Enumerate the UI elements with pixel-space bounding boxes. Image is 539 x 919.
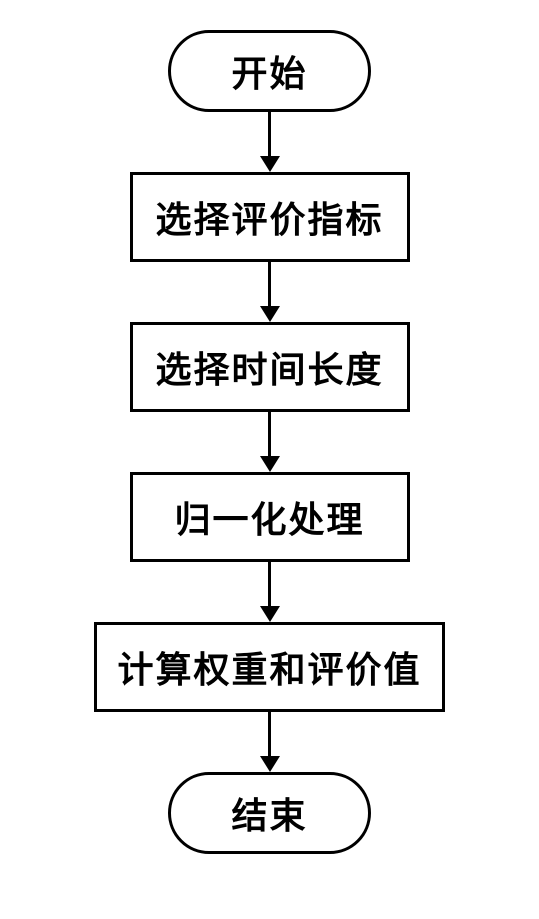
arrow-3 [260, 412, 280, 472]
arrow-line [268, 562, 271, 606]
process-step2: 选择时间长度 [130, 322, 410, 412]
end-label: 结束 [231, 787, 307, 839]
arrow-2 [260, 262, 280, 322]
arrow-line [268, 262, 271, 306]
arrow-line [268, 112, 271, 156]
step3-label: 归一化处理 [174, 491, 364, 543]
process-step4: 计算权重和评价值 [94, 622, 444, 712]
arrow-head-icon [260, 756, 280, 772]
process-step3: 归一化处理 [130, 472, 410, 562]
start-label: 开始 [231, 45, 307, 97]
arrow-line [268, 412, 271, 456]
flowchart-container: 开始 选择评价指标 选择时间长度 归一化处理 计算权重和评价值 结束 [0, 0, 539, 854]
step4-label: 计算权重和评价值 [117, 641, 421, 693]
arrow-line [268, 712, 271, 756]
arrow-head-icon [260, 606, 280, 622]
arrow-1 [260, 112, 280, 172]
start-terminal: 开始 [168, 30, 370, 112]
arrow-head-icon [260, 156, 280, 172]
arrow-4 [260, 562, 280, 622]
arrow-head-icon [260, 456, 280, 472]
process-step1: 选择评价指标 [130, 172, 410, 262]
step2-label: 选择时间长度 [155, 341, 383, 393]
arrow-5 [260, 712, 280, 772]
arrow-head-icon [260, 306, 280, 322]
step1-label: 选择评价指标 [155, 191, 383, 243]
end-terminal: 结束 [168, 772, 370, 854]
